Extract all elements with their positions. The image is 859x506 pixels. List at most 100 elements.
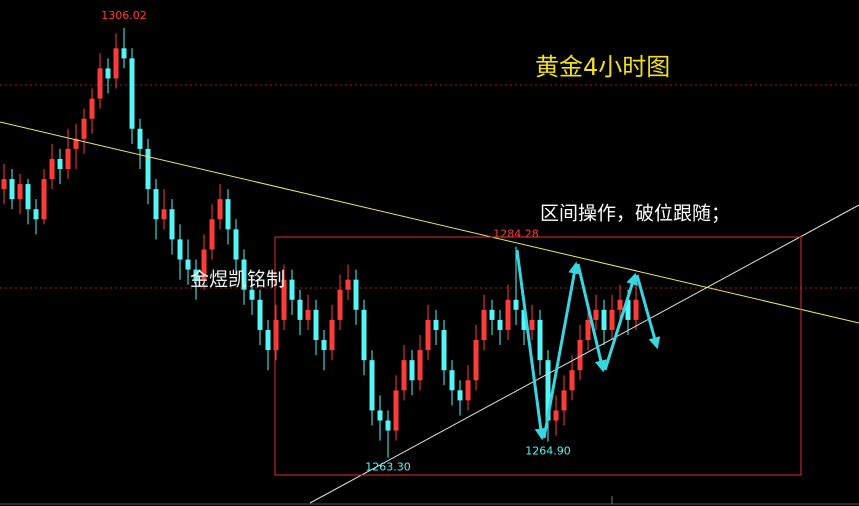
candle-body — [353, 279, 359, 310]
candle-body — [41, 179, 47, 220]
candle-body — [361, 309, 367, 361]
candle-body — [1, 179, 7, 190]
candle-body — [177, 239, 183, 260]
candle-body — [145, 148, 151, 190]
arrow — [542, 261, 581, 439]
candle-body — [17, 184, 23, 200]
candle-body — [49, 158, 55, 180]
candle-body — [561, 390, 567, 411]
candle-body — [393, 390, 399, 431]
candle-body — [345, 279, 351, 290]
candle-body — [305, 309, 311, 320]
candle-body — [225, 199, 231, 230]
candle-body — [81, 118, 87, 139]
candle-body — [321, 340, 327, 351]
candle-body — [433, 319, 439, 330]
candle-body — [441, 329, 447, 371]
candle-body — [57, 158, 63, 170]
candle-body — [161, 209, 167, 220]
arrow — [603, 272, 638, 371]
candle-body — [569, 370, 575, 391]
candle-body — [105, 68, 111, 79]
candle-body — [489, 309, 495, 320]
candle-body — [65, 148, 71, 170]
candle-body — [273, 319, 279, 351]
candle-body — [153, 189, 159, 220]
price-label: 1264.90 — [525, 445, 571, 458]
candle-body — [505, 299, 511, 330]
price-label: 1306.02 — [101, 9, 147, 22]
candle-body — [329, 319, 335, 351]
candle-body — [521, 309, 527, 330]
candle-body — [241, 259, 247, 290]
candle-body — [25, 184, 31, 210]
trend-line — [0, 121, 859, 324]
price-labels: 1306.02 1284.28 1264.90 1263.30 — [101, 9, 571, 474]
candle-body — [577, 340, 583, 371]
arrow — [515, 249, 547, 441]
candle-body — [617, 299, 623, 310]
candle-body — [593, 309, 599, 320]
candle-body — [281, 279, 287, 320]
watermark: 金煜凯铭制 — [190, 269, 285, 291]
candle-body — [401, 360, 407, 391]
candle-body — [97, 68, 103, 99]
candle-body — [73, 138, 79, 149]
candle-body — [497, 319, 503, 330]
chart-title: 黄金4小时图 — [535, 53, 670, 81]
arrow — [635, 274, 661, 350]
candle-body — [457, 390, 463, 401]
candle-body — [129, 58, 135, 129]
candle-body — [201, 249, 207, 280]
candle-body — [529, 319, 535, 330]
candle-body — [113, 48, 119, 79]
candle-body — [481, 309, 487, 341]
candle-body — [625, 299, 631, 320]
subtitle: 区间操作，破位跟随； — [540, 203, 730, 225]
arrow — [576, 263, 607, 373]
candle-body — [601, 309, 607, 330]
candle-body — [185, 259, 191, 270]
candle-body — [385, 420, 391, 431]
candle-body — [537, 319, 543, 361]
candle-body — [249, 289, 255, 300]
candle-body — [137, 128, 143, 149]
candle-body — [553, 410, 559, 421]
candle-body — [233, 229, 239, 260]
range-box — [274, 236, 802, 476]
price-label: 1263.30 — [365, 461, 411, 474]
price-label: 1284.28 — [493, 228, 539, 241]
candle-body — [377, 410, 383, 421]
forecast-arrows — [515, 249, 661, 441]
candle-body — [169, 209, 175, 240]
candles — [1, 27, 639, 458]
candle-body — [337, 289, 343, 320]
candle-body — [585, 319, 591, 341]
candle-body — [513, 299, 519, 310]
candle-body — [289, 279, 295, 300]
candle-body — [33, 209, 39, 220]
candle-body — [609, 309, 615, 330]
candle-body — [257, 299, 263, 330]
support-line — [309, 204, 859, 504]
candle-body — [217, 199, 223, 220]
candle-body — [425, 319, 431, 351]
candle-body — [121, 48, 127, 59]
candle-body — [545, 360, 551, 421]
candle-body — [265, 329, 271, 351]
candle-body — [417, 350, 423, 381]
candle-body — [297, 299, 303, 320]
candle-body — [89, 98, 95, 119]
candle-body — [313, 309, 319, 341]
candle-body — [9, 179, 15, 200]
candle-body — [465, 380, 471, 401]
candle-body — [473, 340, 479, 381]
candle-body — [633, 299, 639, 320]
candle-body — [193, 269, 199, 280]
candle-body — [449, 370, 455, 391]
candle-body — [209, 219, 215, 250]
candle-body — [369, 360, 375, 411]
candle-body — [409, 360, 415, 381]
